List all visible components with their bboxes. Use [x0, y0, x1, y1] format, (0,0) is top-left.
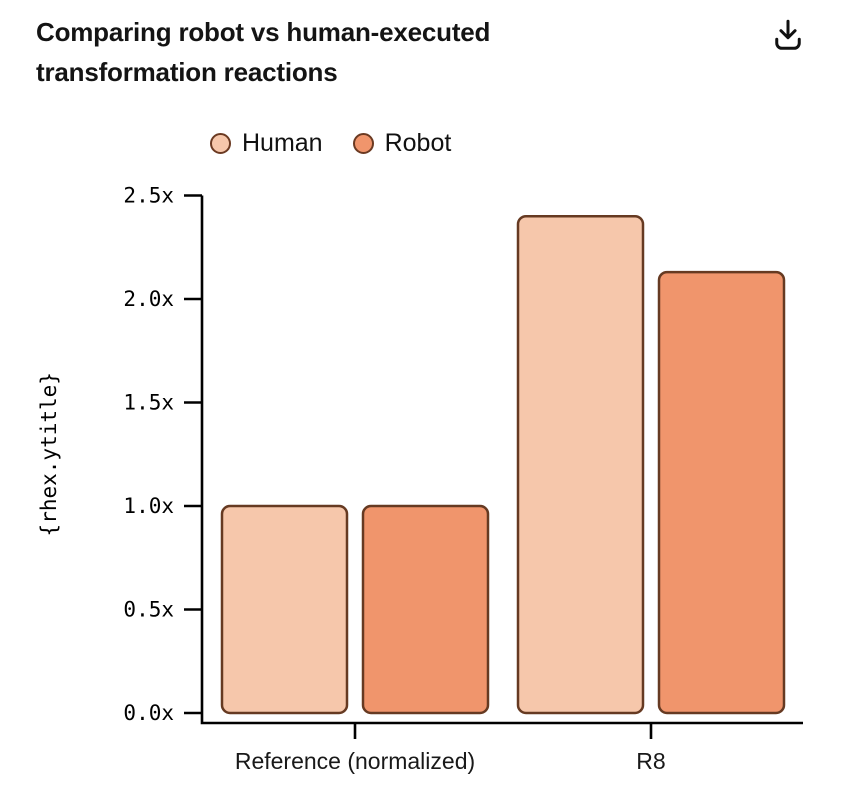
legend-swatch-human — [210, 133, 231, 154]
legend-label-robot: Robot — [384, 129, 452, 157]
y-axis-title: {rhex.ytitle} — [37, 372, 61, 536]
y-tick-label: 2.0x — [123, 287, 174, 311]
y-tick-label: 0.5x — [123, 598, 174, 622]
legend-label-human: Human — [242, 129, 323, 157]
y-tick-label: 2.5x — [123, 184, 174, 208]
legend-item-human: Human — [210, 129, 323, 158]
bar-human-reference — [220, 504, 349, 715]
legend: Human Robot — [210, 129, 451, 158]
bar-human-r8 — [516, 214, 645, 715]
x-category-label: R8 — [636, 748, 665, 774]
bar-robot-r8 — [657, 270, 786, 715]
legend-swatch-robot — [352, 133, 374, 154]
y-tick-label: 0.0x — [123, 701, 174, 725]
x-category-label: Reference (normalized) — [235, 748, 475, 774]
axis-spines — [200, 195, 803, 725]
download-icon — [775, 19, 801, 50]
page-title: Comparing robot vs human-executed transf… — [36, 17, 491, 87]
legend-item-robot: Robot — [352, 129, 452, 158]
y-tick-label: 1.0x — [123, 494, 174, 518]
y-tick-label: 1.5x — [123, 391, 174, 415]
bar-robot-reference — [361, 504, 490, 715]
download-button[interactable] — [766, 12, 810, 56]
